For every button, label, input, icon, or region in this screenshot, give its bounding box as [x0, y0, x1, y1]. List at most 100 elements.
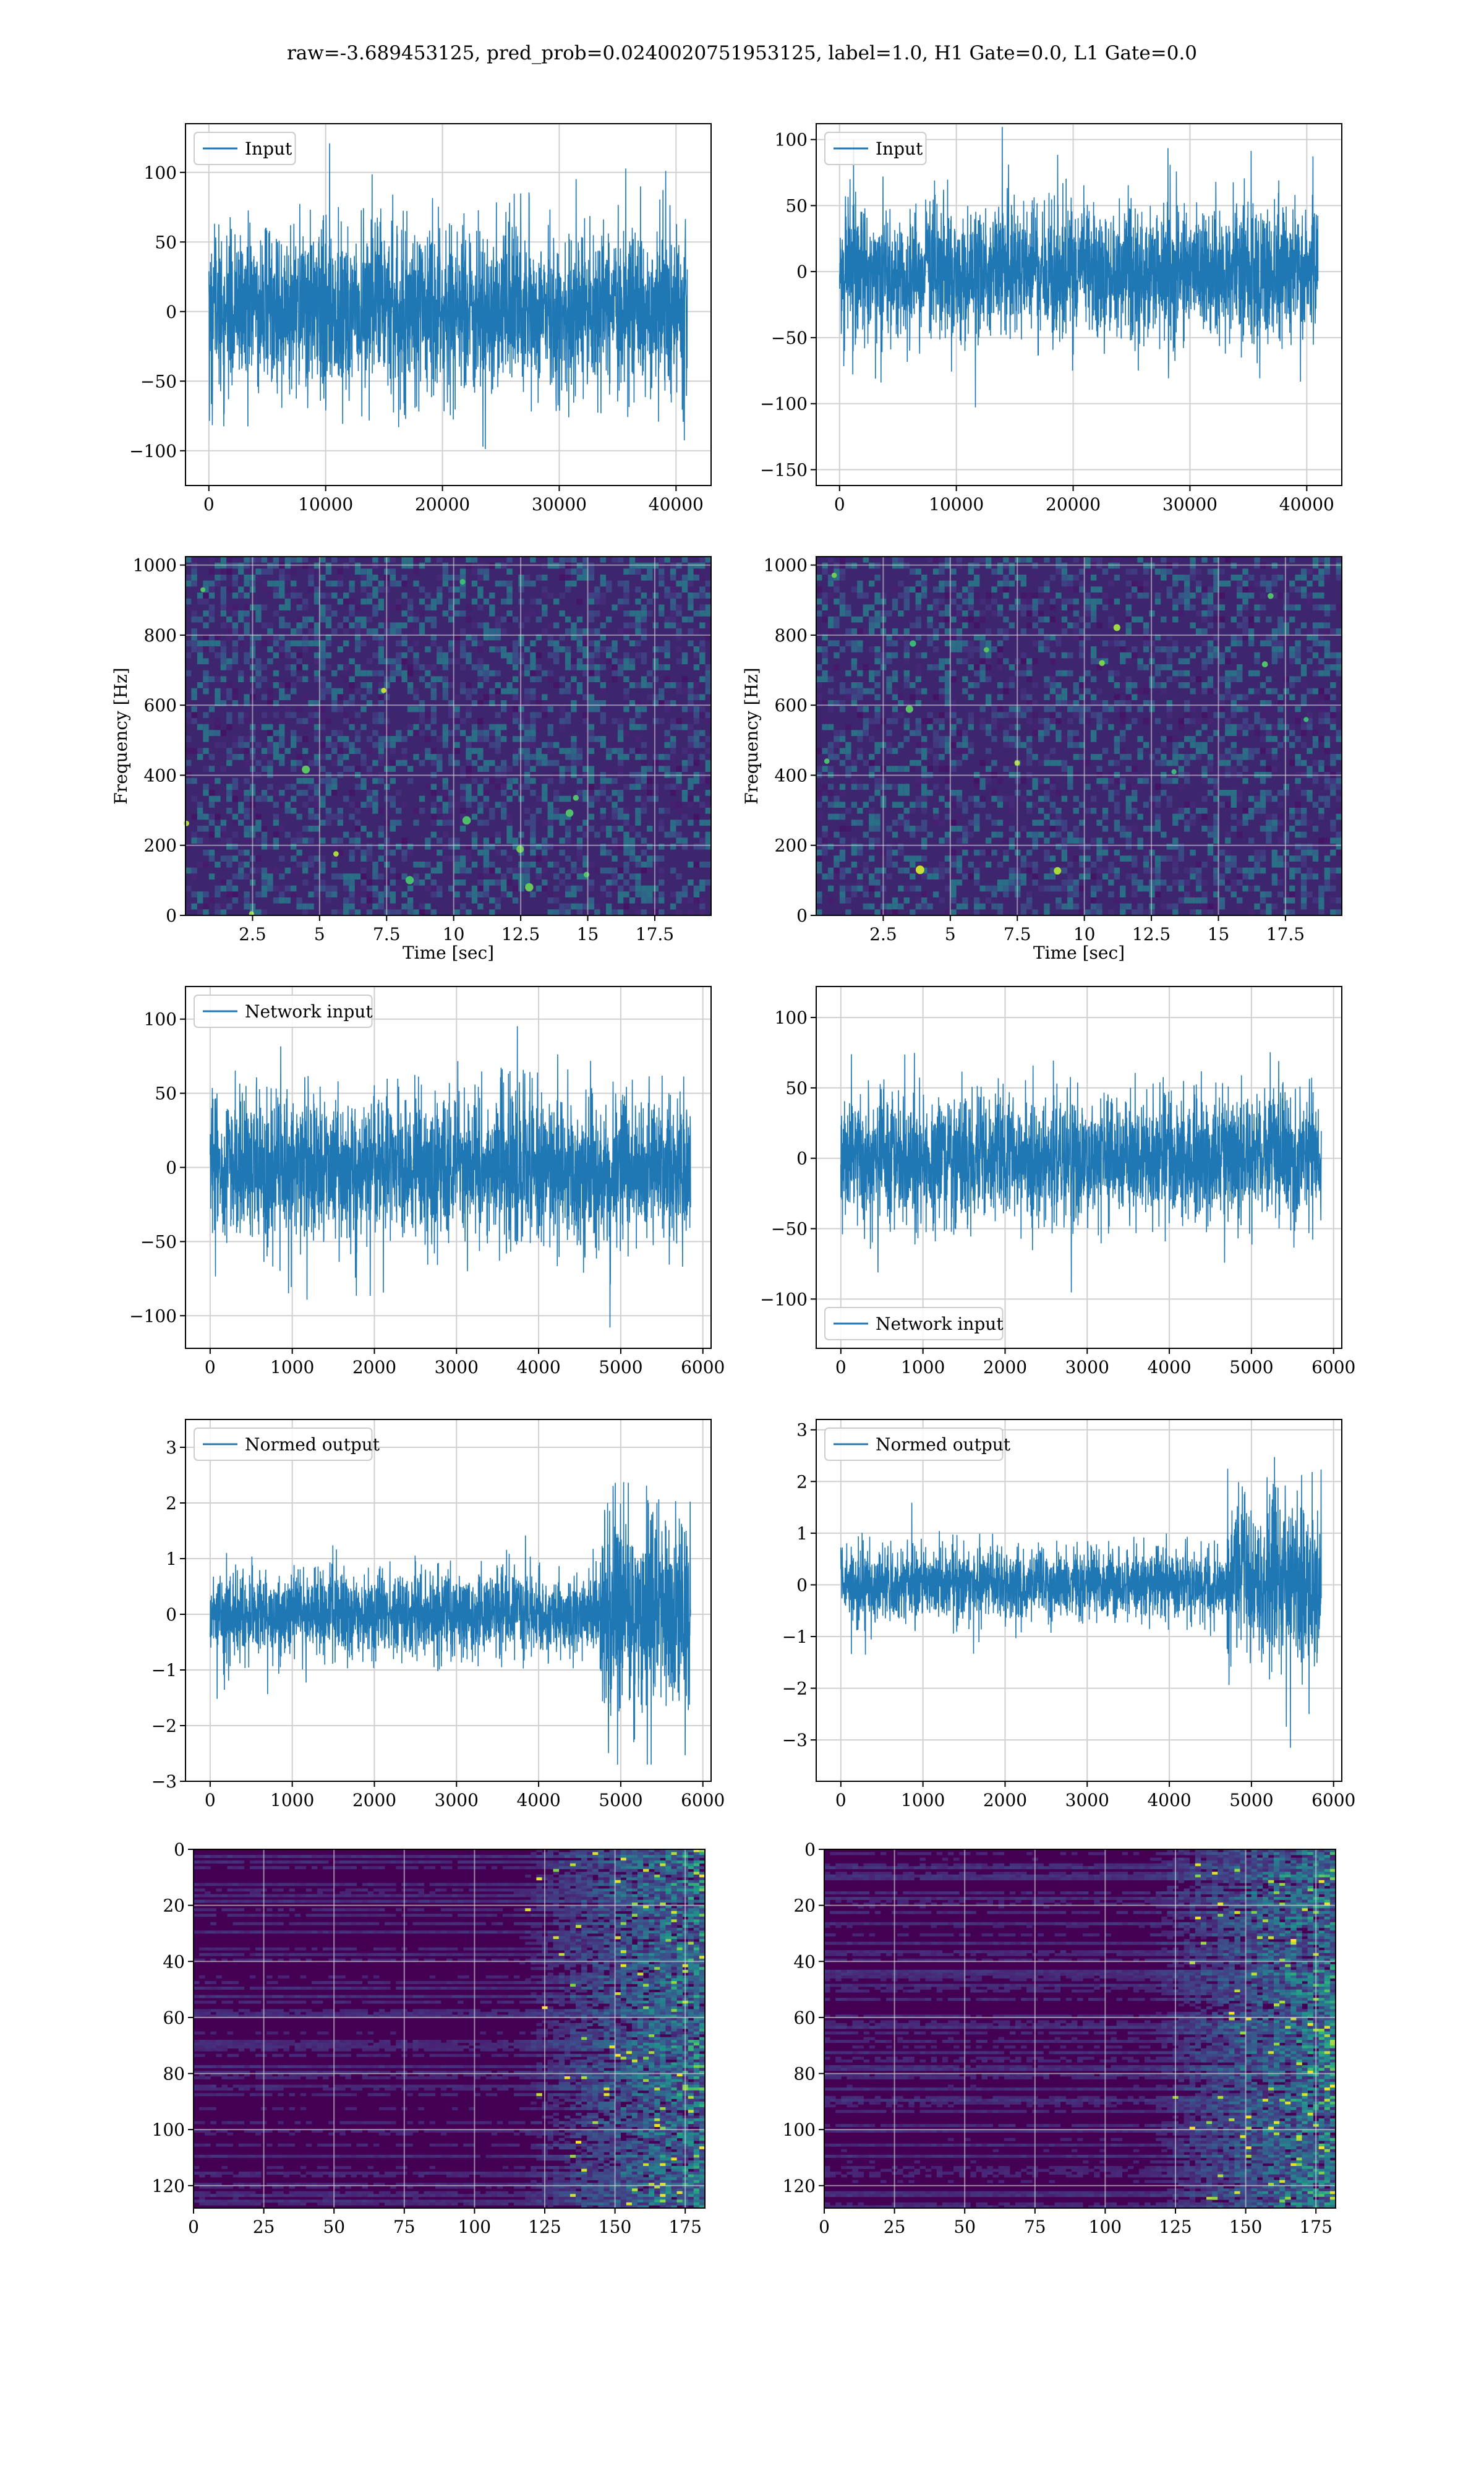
spectrogram-hotspot: [459, 579, 466, 585]
spectrogram-hotspot: [462, 816, 471, 825]
series-line: [839, 127, 1319, 408]
y-tick-label: 2: [166, 1493, 177, 1513]
y-tick-label: 1000: [133, 555, 177, 576]
legend-box: [194, 995, 373, 1028]
x-tick-label: 5000: [599, 1790, 642, 1810]
y-tick-label: 100: [144, 163, 177, 183]
x-tick-label: 50: [323, 2217, 345, 2237]
x-tick-label: 6000: [681, 1357, 725, 1377]
x-tick-label: 5000: [1229, 1357, 1273, 1377]
spectrogram-hotspot: [200, 587, 206, 593]
legend-label: Input: [245, 139, 292, 159]
axes-frame: [816, 123, 1342, 486]
x-tick-label: 40000: [1279, 494, 1334, 515]
legend: Normed output: [824, 1427, 1011, 1461]
x-tick-label: 12.5: [1132, 924, 1171, 944]
x-tick-label: 15: [1208, 924, 1230, 944]
legend-box: [824, 1307, 1004, 1340]
y-tick-label: 50: [785, 1078, 808, 1098]
axes-frame: [816, 556, 1342, 916]
y-tick-label: 3: [796, 1420, 808, 1440]
x-tick-label: 2000: [352, 1357, 396, 1377]
axes-frame: [816, 1419, 1342, 1782]
x-tick-label: 6000: [681, 1790, 725, 1810]
spectrogram-cells: [186, 557, 711, 915]
x-tick-label: 1000: [901, 1790, 945, 1810]
x-tick-label: 6000: [1311, 1790, 1355, 1810]
x-tick-label: 2000: [352, 1790, 396, 1810]
y-tick-label: 0: [166, 302, 177, 322]
subplot-feat-l1: 0 25 50 75 100 125 150 175 0 20 40 60 80 100 120: [783, 1839, 1336, 2237]
y-tick-label: 120: [152, 2176, 185, 2196]
x-tick-label: 20000: [415, 494, 470, 515]
x-tick-label: 1000: [901, 1357, 945, 1377]
spectrogram-hotspot: [983, 647, 989, 653]
spectrogram-hotspot: [1054, 867, 1062, 875]
y-tick-label: −3: [782, 1730, 808, 1750]
subplot-norm-l1: 0 1000 2000 3000 4000 5000 6000 −3 −2 −1 0 1 2 3 Norme…: [782, 1419, 1355, 1810]
x-tick-label: 0: [205, 1790, 216, 1810]
feature-map-cells: [824, 1849, 1336, 2209]
y-tick-label: 50: [155, 232, 177, 252]
spectrogram-hotspot: [1268, 593, 1274, 599]
y-tick-label: 1: [796, 1523, 808, 1544]
x-tick-label: 30000: [532, 494, 587, 515]
y-tick-label: 0: [796, 262, 808, 282]
x-tick-label: 4000: [1147, 1790, 1191, 1810]
subplot-input-l1: 0 10000 20000 30000 40000 −150 −100 −50 0 50 100 In…: [760, 123, 1342, 515]
series-line: [210, 1482, 691, 1765]
y-tick-label: −2: [782, 1679, 808, 1699]
y-tick-label: 3: [166, 1437, 177, 1458]
legend-label: Network input: [876, 1314, 1004, 1334]
subplot-feat-h1: 0 25 50 75 100 125 150 175 0 20 40 60 80 100 120: [152, 1839, 706, 2237]
x-tick-label: 25: [253, 2217, 275, 2237]
y-tick-label: 100: [152, 2120, 185, 2140]
x-tick-label: 125: [1159, 2217, 1192, 2237]
y-tick-label: 100: [775, 1008, 808, 1028]
x-tick-label: 12.5: [501, 924, 540, 944]
y-tick-label: 0: [166, 905, 177, 926]
y-tick-label: 100: [783, 2120, 816, 2140]
x-tick-label: 0: [834, 494, 845, 515]
spectrogram-hotspot: [910, 640, 916, 647]
x-tick-label: 0: [835, 1790, 846, 1810]
y-tick-label: 600: [144, 695, 177, 716]
x-tick-label: 30000: [1162, 494, 1217, 515]
legend: Input: [824, 132, 927, 165]
y-tick-label: 60: [793, 2008, 816, 2028]
y-tick-label: 2: [796, 1471, 808, 1492]
legend: Network input: [824, 1307, 1004, 1340]
y-tick-label: 80: [163, 2064, 185, 2084]
y-tick-label: 120: [783, 2176, 816, 2196]
x-tick-label: 0: [819, 2217, 830, 2237]
x-tick-label: 5000: [599, 1357, 642, 1377]
y-tick-label: −100: [129, 1306, 177, 1326]
legend-box: [194, 132, 296, 165]
y-tick-label: 40: [793, 1951, 816, 1972]
subplot-net-l1: 0 1000 2000 3000 4000 5000 6000 −100 −50 0 50 100 Ne…: [760, 986, 1355, 1377]
y-tick-label: −50: [140, 371, 177, 392]
y-tick-label: −100: [760, 1289, 808, 1309]
x-tick-label: 3000: [1065, 1357, 1109, 1377]
x-tick-label: 175: [1299, 2217, 1332, 2237]
x-tick-label: 3000: [435, 1357, 479, 1377]
axes-frame: [185, 1419, 712, 1782]
spectrogram-hotspot: [1261, 661, 1268, 667]
axes-frame: [824, 1849, 1336, 2209]
x-tick-label: 17.5: [636, 924, 674, 944]
axes-frame: [816, 986, 1342, 1349]
subplot-net-h1: 0 1000 2000 3000 4000 5000 6000 −100 −50 0 50 100 Ne…: [129, 986, 725, 1377]
y-tick-label: −3: [151, 1771, 177, 1792]
subplot-input-h1: 0 10000 20000 30000 40000 −100 −50 0 50 100 Input: [129, 123, 712, 515]
series-line: [210, 1026, 691, 1328]
x-tick-label: 2000: [983, 1357, 1027, 1377]
legend-label: Normed output: [245, 1434, 380, 1455]
x-tick-label: 15: [577, 924, 599, 944]
x-tick-label: 3000: [435, 1790, 479, 1810]
legend-box: [824, 132, 927, 165]
y-tick-label: −50: [771, 328, 808, 348]
spectrogram-hotspot: [831, 572, 837, 578]
x-tick-label: 100: [1089, 2217, 1122, 2237]
y-tick-label: −50: [140, 1231, 177, 1252]
y-tick-label: 40: [163, 1951, 185, 1972]
